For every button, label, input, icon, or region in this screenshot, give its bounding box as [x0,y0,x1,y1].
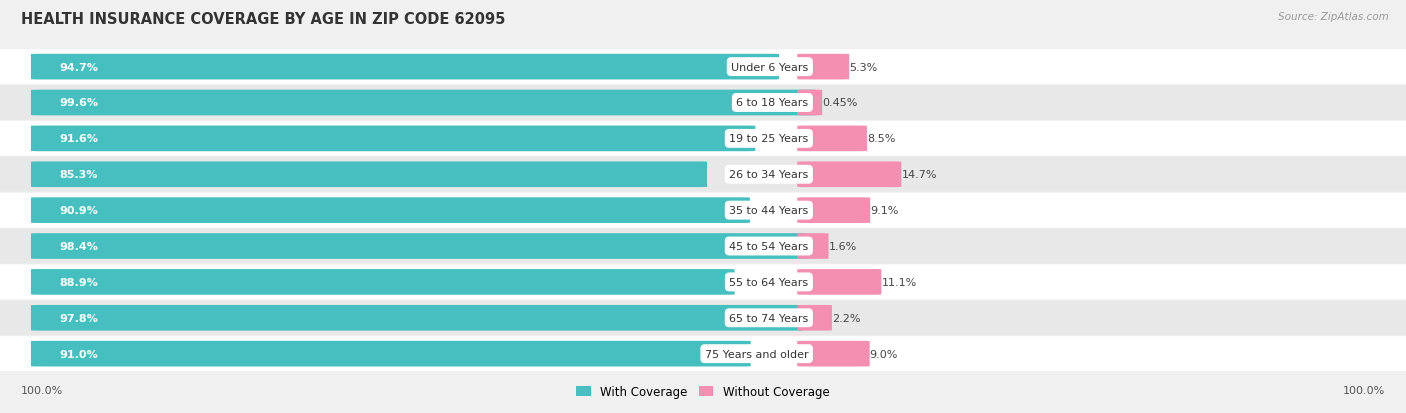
Text: HEALTH INSURANCE COVERAGE BY AGE IN ZIP CODE 62095: HEALTH INSURANCE COVERAGE BY AGE IN ZIP … [21,12,506,27]
Text: 1.6%: 1.6% [828,242,856,252]
FancyBboxPatch shape [0,265,1406,299]
Legend: With Coverage, Without Coverage: With Coverage, Without Coverage [572,381,834,403]
FancyBboxPatch shape [0,337,1406,371]
Text: 0.45%: 0.45% [823,98,858,108]
Text: 55 to 64 Years: 55 to 64 Years [730,277,808,287]
Text: 98.4%: 98.4% [59,242,98,252]
Text: 8.5%: 8.5% [868,134,896,144]
FancyBboxPatch shape [797,269,882,295]
Text: 45 to 54 Years: 45 to 54 Years [730,242,808,252]
Text: 6 to 18 Years: 6 to 18 Years [737,98,808,108]
Text: 65 to 74 Years: 65 to 74 Years [730,313,808,323]
Text: 99.6%: 99.6% [59,98,98,108]
Text: 9.0%: 9.0% [870,349,898,359]
Text: 100.0%: 100.0% [21,385,63,395]
Text: Source: ZipAtlas.com: Source: ZipAtlas.com [1278,12,1389,22]
Text: Under 6 Years: Under 6 Years [731,62,808,72]
FancyBboxPatch shape [797,162,901,188]
FancyBboxPatch shape [31,305,803,331]
FancyBboxPatch shape [31,269,735,295]
FancyBboxPatch shape [31,234,807,259]
FancyBboxPatch shape [31,90,817,116]
FancyBboxPatch shape [0,122,1406,157]
Text: 14.7%: 14.7% [901,170,936,180]
Text: 97.8%: 97.8% [59,313,98,323]
Text: 19 to 25 Years: 19 to 25 Years [730,134,808,144]
FancyBboxPatch shape [31,341,751,367]
Text: 11.1%: 11.1% [882,277,917,287]
Text: 90.9%: 90.9% [59,206,98,216]
Text: 75 Years and older: 75 Years and older [704,349,808,359]
FancyBboxPatch shape [797,341,870,367]
FancyBboxPatch shape [31,162,707,188]
FancyBboxPatch shape [0,229,1406,264]
FancyBboxPatch shape [31,198,749,223]
Text: 35 to 44 Years: 35 to 44 Years [730,206,808,216]
Text: 9.1%: 9.1% [870,206,898,216]
Text: 2.2%: 2.2% [832,313,860,323]
Text: 91.6%: 91.6% [59,134,98,144]
FancyBboxPatch shape [0,50,1406,85]
FancyBboxPatch shape [797,305,832,331]
FancyBboxPatch shape [0,157,1406,192]
Text: 88.9%: 88.9% [59,277,98,287]
FancyBboxPatch shape [31,126,755,152]
FancyBboxPatch shape [797,90,823,116]
FancyBboxPatch shape [797,126,868,152]
FancyBboxPatch shape [797,198,870,223]
FancyBboxPatch shape [31,55,779,80]
Text: 94.7%: 94.7% [59,62,98,72]
Text: 100.0%: 100.0% [1343,385,1385,395]
Text: 5.3%: 5.3% [849,62,877,72]
Text: 91.0%: 91.0% [59,349,97,359]
FancyBboxPatch shape [0,301,1406,335]
FancyBboxPatch shape [0,86,1406,121]
FancyBboxPatch shape [0,193,1406,228]
FancyBboxPatch shape [797,55,849,80]
Text: 85.3%: 85.3% [59,170,97,180]
FancyBboxPatch shape [797,234,828,259]
Text: 26 to 34 Years: 26 to 34 Years [730,170,808,180]
